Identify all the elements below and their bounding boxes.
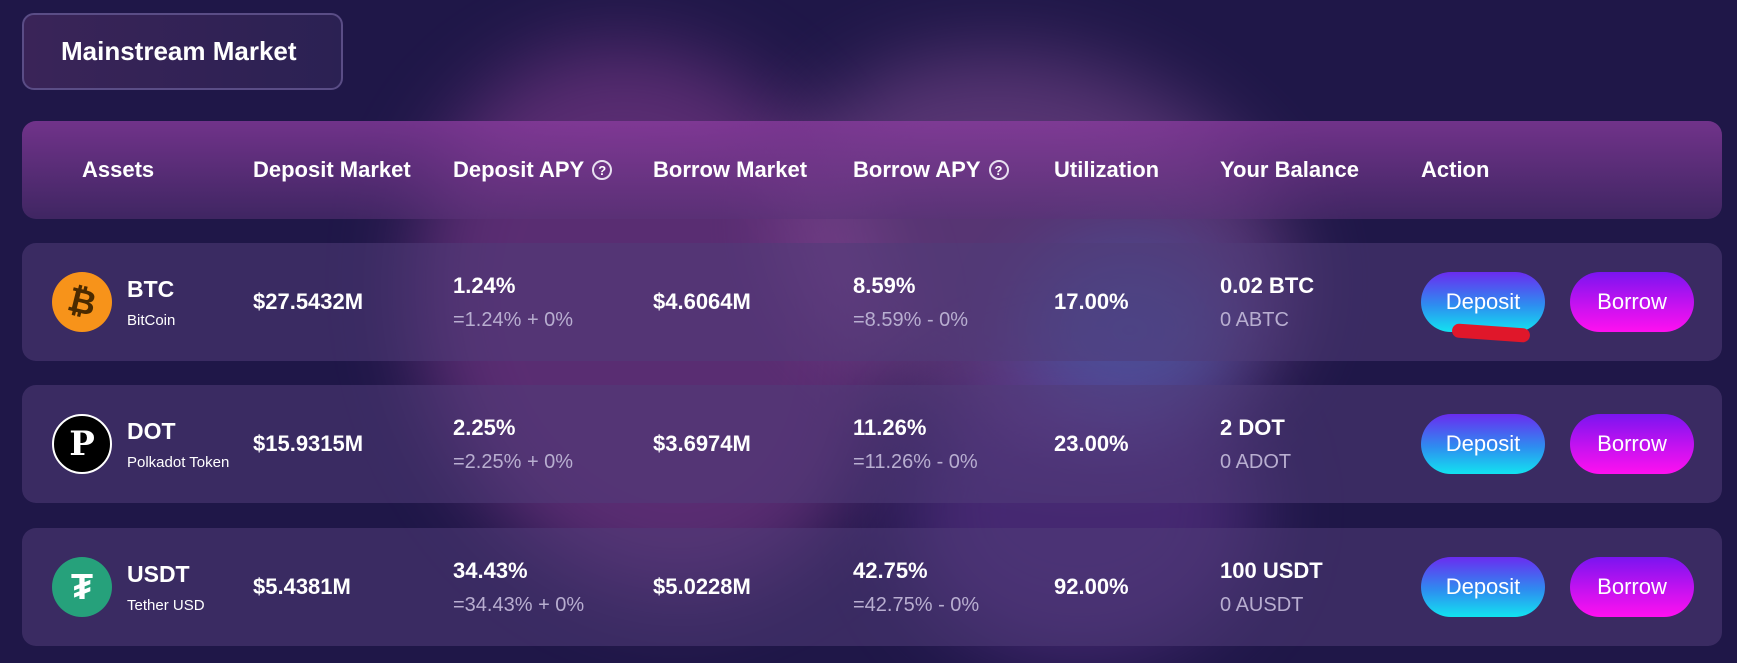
balance-atoken-value: 0 ABTC (1220, 308, 1289, 331)
borrow-apy-value: 11.26% (853, 414, 927, 440)
asset-name: BitCoin (127, 311, 176, 329)
utilization-value: 17.00% (1054, 289, 1129, 314)
balance-atoken-value: 0 AUSDT (1220, 593, 1304, 616)
column-header-borrow-apy: Borrow APY ? (853, 121, 1009, 219)
asset-symbol: BTC (127, 275, 175, 302)
column-header-your-balance: Your Balance (1220, 157, 1359, 182)
section-title: Mainstream Market (22, 13, 343, 90)
borrow-market-value: $5.0228M (653, 574, 751, 599)
column-header-deposit-apy: Deposit APY ? (453, 121, 613, 219)
borrow-button[interactable]: Borrow (1570, 272, 1694, 332)
asset-symbol: USDT (127, 560, 190, 587)
column-header-borrow-apy-label: Borrow APY (853, 157, 981, 182)
column-header-deposit-market: Deposit Market (253, 157, 411, 182)
balance-atoken-value: 0 ADOT (1220, 450, 1292, 473)
table-row: P DOT Polkadot Token $15.9315M 2.25% =2.… (22, 385, 1722, 503)
deposit-apy-value: 1.24% (453, 272, 516, 298)
deposit-button[interactable]: Deposit (1421, 272, 1545, 332)
deposit-button[interactable]: Deposit (1421, 414, 1545, 474)
balance-value: 100 USDT (1220, 557, 1323, 583)
borrow-button[interactable]: Borrow (1570, 414, 1694, 474)
utilization-value: 23.00% (1054, 431, 1129, 456)
column-header-utilization: Utilization (1054, 157, 1160, 182)
bitcoin-icon: ₿ (52, 272, 112, 332)
asset-name: Polkadot Token (127, 453, 230, 471)
deposit-market-value: $15.9315M (253, 431, 364, 456)
balance-value: 2 DOT (1220, 414, 1285, 440)
deposit-apy-value: 2.25% (453, 414, 516, 440)
borrow-market-value: $4.6064M (653, 289, 751, 314)
borrow-apy-value: 42.75% (853, 557, 928, 583)
borrow-button[interactable]: Borrow (1570, 557, 1694, 617)
table-row: ₮ USDT Tether USD $5.4381M 34.43% =34.43… (22, 528, 1722, 646)
borrow-apy-detail: =42.75% - 0% (853, 593, 980, 616)
borrow-market-value: $3.6974M (653, 431, 751, 456)
column-header-action: Action (1421, 157, 1490, 182)
deposit-apy-detail: =34.43% + 0% (453, 593, 585, 616)
polkadot-icon: P (52, 414, 112, 474)
borrow-apy-detail: =8.59% - 0% (853, 308, 969, 331)
deposit-apy-detail: =2.25% + 0% (453, 450, 574, 473)
help-icon[interactable]: ? (988, 160, 1009, 180)
deposit-apy-detail: =1.24% + 0% (453, 308, 574, 331)
table-row: ₿ BTC BitCoin $27.5432M 1.24% =1.24% + 0… (22, 243, 1722, 361)
tether-icon: ₮ (52, 557, 112, 617)
deposit-market-value: $27.5432M (253, 289, 364, 314)
borrow-apy-value: 8.59% (853, 272, 916, 298)
asset-name: Tether USD (127, 596, 205, 614)
asset-symbol: DOT (127, 417, 176, 444)
help-icon[interactable]: ? (592, 160, 613, 180)
balance-value: 0.02 BTC (1220, 272, 1315, 298)
deposit-apy-value: 34.43% (453, 557, 528, 583)
borrow-apy-detail: =11.26% - 0% (853, 450, 978, 473)
column-header-borrow-market: Borrow Market (653, 157, 808, 182)
column-header-deposit-apy-label: Deposit APY (453, 157, 585, 182)
deposit-market-value: $5.4381M (253, 574, 351, 599)
table-header: Assets Deposit Market Deposit APY ? Borr… (22, 121, 1722, 219)
column-header-assets: Assets (82, 157, 155, 182)
utilization-value: 92.00% (1054, 574, 1129, 599)
deposit-button[interactable]: Deposit (1421, 557, 1545, 617)
